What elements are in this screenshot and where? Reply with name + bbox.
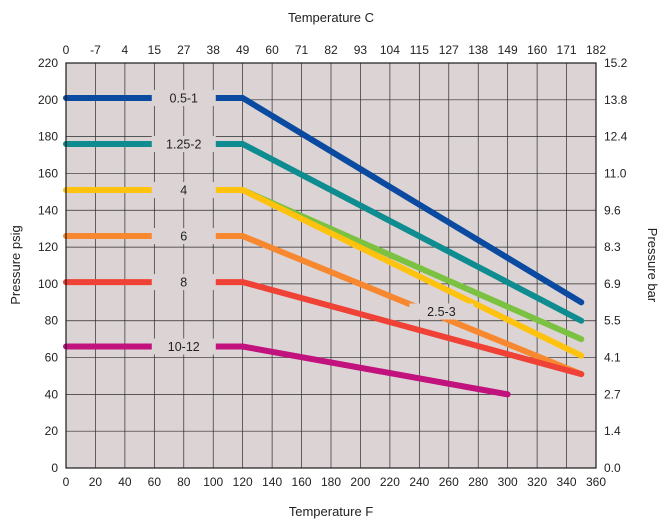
y-left-tick-5: 100: [38, 277, 58, 291]
y-left-tick-7: 140: [38, 203, 58, 217]
top-axis-ticks: 0 -7 4 15 27 38 49 60 71 82 93 104 115 127 138 149 160 17…: [63, 43, 607, 57]
y-axis-right-title: Pressure bar: [645, 228, 660, 303]
y-right-tick-9: 12.4: [604, 130, 628, 144]
x-top-tick-18: 182: [586, 43, 606, 57]
x-top-tick-12: 115: [410, 43, 429, 57]
series-label-gap-4: [151, 228, 216, 245]
x-bottom-tick-14: 280: [468, 475, 488, 489]
x-axis-bottom-title: Temperature F: [289, 504, 374, 519]
y-right-tick-7: 9.6: [604, 203, 621, 217]
x-bottom-tick-13: 260: [439, 475, 459, 489]
series-layer: [63, 94, 585, 398]
x-top-tick-11: 104: [380, 43, 400, 57]
x-top-tick-10: 93: [354, 43, 368, 57]
y-right-tick-4: 5.5: [604, 314, 621, 328]
x-top-tick-6: 49: [236, 43, 250, 57]
x-bottom-tick-2: 40: [118, 475, 132, 489]
series-label-5: 8: [180, 276, 187, 290]
series-label-1: 1.25-2: [166, 138, 201, 152]
series-line-0: [63, 94, 585, 306]
x-top-tick-16: 160: [527, 43, 547, 57]
y-right-tick-6: 8.3: [604, 240, 621, 254]
series-label-gap-0: [151, 89, 216, 106]
x-top-tick-1: -7: [90, 43, 101, 57]
bottom-axis-ticks: 0 20 40 60 80 100 120 140 160 180 200 220 240 260 280 3…: [63, 475, 607, 489]
x-bottom-tick-16: 320: [527, 475, 547, 489]
x-top-tick-0: 0: [63, 43, 70, 57]
series-line-5: [63, 279, 585, 378]
x-bottom-tick-8: 160: [292, 475, 312, 489]
y-left-tick-1: 20: [45, 424, 59, 438]
x-top-tick-15: 149: [498, 43, 518, 57]
x-top-tick-8: 71: [295, 43, 309, 57]
y-right-tick-8: 11.0: [604, 166, 627, 180]
y-right-tick-0: 0.0: [604, 461, 621, 475]
series-label-4: 6: [180, 230, 187, 244]
y-axis-left-title: Pressure psig: [8, 225, 23, 304]
y-right-tick-5: 6.9: [604, 277, 621, 291]
x-bottom-tick-17: 340: [557, 475, 577, 489]
x-top-tick-17: 171: [557, 43, 577, 57]
x-top-tick-13: 127: [439, 43, 459, 57]
y-right-tick-10: 13.8: [604, 93, 628, 107]
x-bottom-tick-1: 20: [89, 475, 103, 489]
x-bottom-tick-12: 240: [409, 475, 429, 489]
y-left-tick-8: 160: [38, 166, 58, 180]
series-label-6: 10-12: [168, 340, 200, 354]
series-line-6: [63, 343, 511, 398]
series-label-gap-6: [151, 338, 216, 355]
x-top-tick-14: 138: [468, 43, 488, 57]
series-label-0: 0.5-1: [170, 91, 199, 105]
y-right-tick-1: 1.4: [604, 424, 621, 438]
y-left-tick-4: 80: [45, 314, 59, 328]
left-axis-ticks: 0 20 40 60 80 100 120 140 160 180 200 220: [38, 56, 58, 475]
y-left-tick-9: 180: [38, 130, 58, 144]
x-bottom-tick-18: 360: [586, 475, 606, 489]
y-right-tick-2: 2.7: [604, 387, 621, 401]
series-line-1: [63, 141, 585, 324]
y-left-tick-3: 60: [45, 351, 59, 365]
series-label-gap-1: [151, 136, 216, 152]
x-bottom-tick-4: 80: [177, 475, 191, 489]
series-label-3: 4: [180, 184, 187, 198]
series-label-gap-5: [151, 274, 216, 291]
series-label-gap-3: [151, 182, 216, 199]
x-bottom-tick-15: 300: [498, 475, 518, 489]
series-line-4: [63, 233, 585, 378]
series-label-2: 2.5-3: [427, 305, 456, 319]
y-left-tick-2: 40: [45, 387, 59, 401]
y-right-tick-3: 4.1: [604, 351, 621, 365]
series-line-3: [63, 187, 585, 359]
y-left-tick-6: 120: [38, 240, 58, 254]
x-top-tick-7: 60: [265, 43, 279, 57]
x-bottom-tick-10: 200: [350, 475, 370, 489]
x-bottom-tick-9: 180: [321, 475, 341, 489]
x-bottom-tick-11: 220: [380, 475, 400, 489]
x-top-tick-9: 82: [324, 43, 338, 57]
plot-frame: [65, 62, 597, 469]
x-bottom-tick-3: 60: [148, 475, 162, 489]
y-left-tick-11: 220: [38, 56, 58, 70]
series-label-gap-2: [409, 303, 474, 320]
x-bottom-tick-0: 0: [63, 475, 70, 489]
x-bottom-tick-7: 140: [262, 475, 282, 489]
x-bottom-tick-5: 100: [203, 475, 223, 489]
x-top-tick-4: 27: [177, 43, 191, 57]
x-top-tick-5: 38: [207, 43, 221, 57]
x-bottom-tick-6: 120: [233, 475, 253, 489]
x-top-tick-3: 15: [148, 43, 162, 57]
x-top-tick-2: 4: [122, 43, 129, 57]
series-labels: 0.5-1 1.25-2 2.5-3 4 6 8 10-12: [151, 89, 474, 355]
y-left-tick-10: 200: [38, 93, 58, 107]
x-axis-top-title: Temperature C: [288, 10, 374, 25]
y-left-tick-0: 0: [51, 461, 58, 475]
right-axis-ticks: 0.0 1.4 2.7 4.1 5.5 6.9 8.3 9.6 11.0 12.4 13.8 15.2: [604, 56, 628, 475]
y-right-tick-11: 15.2: [604, 56, 628, 70]
